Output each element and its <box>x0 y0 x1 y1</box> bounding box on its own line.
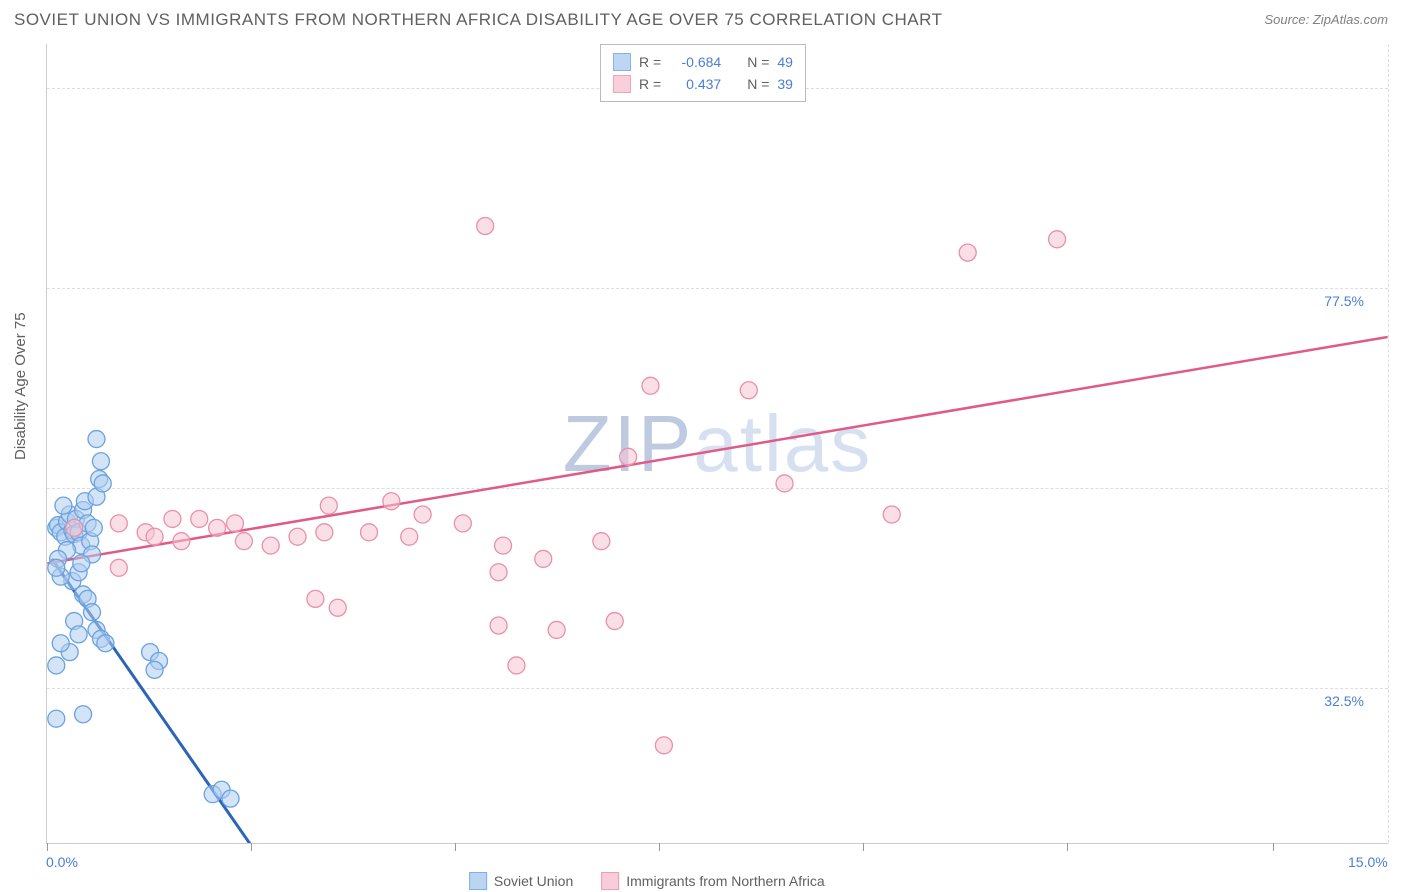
data-point <box>776 475 793 492</box>
data-point <box>209 519 226 536</box>
data-point <box>606 613 623 630</box>
gridline-vertical <box>1388 44 1389 843</box>
trend-line <box>47 337 1387 563</box>
data-point <box>85 519 102 536</box>
x-tick-mark <box>1273 843 1274 851</box>
data-point <box>73 555 90 572</box>
data-point <box>48 657 65 674</box>
data-point <box>226 515 243 532</box>
source-label: Source: ZipAtlas.com <box>1264 12 1388 27</box>
data-point <box>490 564 507 581</box>
plot-area: ZIPatlas 32.5%77.5% <box>46 44 1388 844</box>
chart-title: SOVIET UNION VS IMMIGRANTS FROM NORTHERN… <box>14 10 942 30</box>
data-point <box>66 519 83 536</box>
x-tick-mark <box>863 843 864 851</box>
data-point <box>316 524 333 541</box>
data-point <box>48 559 65 576</box>
stat-r-label: R = <box>639 76 661 92</box>
stat-r-value: -0.684 <box>669 54 721 70</box>
x-tick-label: 15.0% <box>1348 854 1388 870</box>
data-point <box>173 533 190 550</box>
data-point <box>92 453 109 470</box>
legend-swatch <box>613 53 631 71</box>
data-point <box>740 382 757 399</box>
data-point <box>401 528 418 545</box>
data-point <box>620 448 637 465</box>
data-point <box>191 510 208 527</box>
legend-label: Soviet Union <box>494 873 573 889</box>
scatter-svg <box>47 44 1388 843</box>
stat-n-label: N = <box>747 54 769 70</box>
data-point <box>94 475 111 492</box>
data-point <box>1049 231 1066 248</box>
stats-legend: R = -0.684 N = 49 R = 0.437 N = 39 <box>600 44 806 102</box>
data-point <box>222 790 239 807</box>
data-point <box>235 533 252 550</box>
x-tick-mark <box>659 843 660 851</box>
data-point <box>383 493 400 510</box>
data-point <box>146 661 163 678</box>
data-point <box>329 599 346 616</box>
data-point <box>477 218 494 235</box>
data-point <box>320 497 337 514</box>
data-point <box>959 244 976 261</box>
data-point <box>84 604 101 621</box>
stats-legend-row: R = -0.684 N = 49 <box>613 51 793 73</box>
data-point <box>548 621 565 638</box>
series-legend-item: Soviet Union <box>469 872 573 890</box>
x-tick-mark <box>47 843 48 851</box>
data-point <box>262 537 279 554</box>
x-tick-mark <box>251 843 252 851</box>
data-point <box>307 590 324 607</box>
data-point <box>655 737 672 754</box>
data-point <box>146 528 163 545</box>
legend-label: Immigrants from Northern Africa <box>626 873 824 889</box>
data-point <box>414 506 431 523</box>
data-point <box>495 537 512 554</box>
data-point <box>55 497 72 514</box>
legend-swatch <box>613 75 631 93</box>
data-point <box>97 635 114 652</box>
stat-r-label: R = <box>639 54 661 70</box>
stat-r-value: 0.437 <box>669 76 721 92</box>
data-point <box>48 710 65 727</box>
legend-swatch <box>469 872 487 890</box>
data-point <box>88 431 105 448</box>
stat-n-value: 49 <box>777 54 793 70</box>
data-point <box>110 515 127 532</box>
data-point <box>535 550 552 567</box>
legend-swatch <box>601 872 619 890</box>
stat-n-label: N = <box>747 76 769 92</box>
data-point <box>164 510 181 527</box>
stat-n-value: 39 <box>777 76 793 92</box>
data-point <box>454 515 471 532</box>
data-point <box>361 524 378 541</box>
data-point <box>70 626 87 643</box>
data-point <box>490 617 507 634</box>
data-point <box>75 706 92 723</box>
data-point <box>883 506 900 523</box>
stats-legend-row: R = 0.437 N = 39 <box>613 73 793 95</box>
x-tick-mark <box>1067 843 1068 851</box>
x-tick-mark <box>455 843 456 851</box>
data-point <box>508 657 525 674</box>
data-point <box>289 528 306 545</box>
data-point <box>52 635 69 652</box>
series-legend-item: Immigrants from Northern Africa <box>601 872 824 890</box>
chart-container: SOVIET UNION VS IMMIGRANTS FROM NORTHERN… <box>0 0 1406 892</box>
x-tick-label: 0.0% <box>46 854 78 870</box>
data-point <box>110 559 127 576</box>
y-axis-label: Disability Age Over 75 <box>12 312 29 460</box>
series-legend: Soviet Union Immigrants from Northern Afr… <box>469 872 825 890</box>
data-point <box>593 533 610 550</box>
data-point <box>642 377 659 394</box>
